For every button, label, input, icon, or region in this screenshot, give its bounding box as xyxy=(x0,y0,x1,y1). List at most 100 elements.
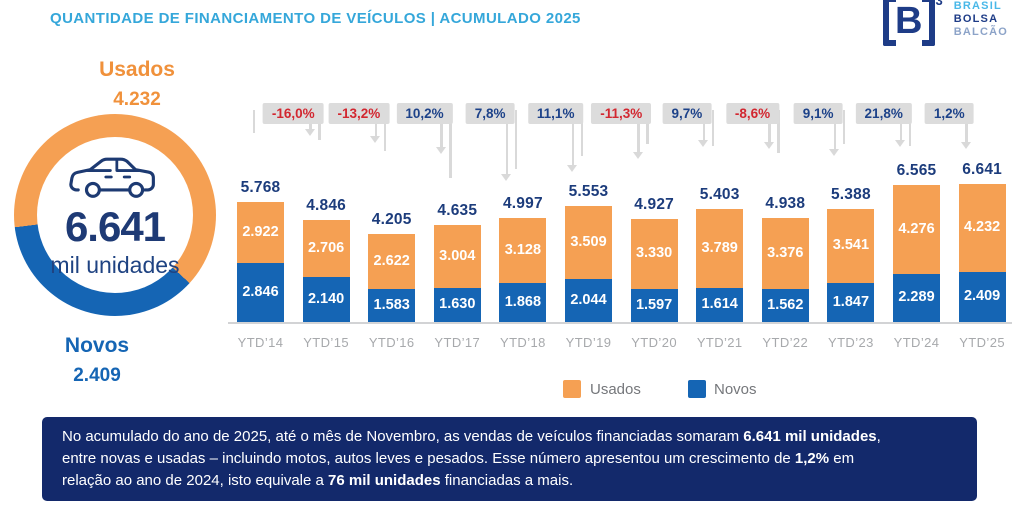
bar-novos-segment xyxy=(630,289,678,322)
legend-swatch-novos xyxy=(688,380,706,398)
bar-usados-segment xyxy=(893,185,940,274)
connector-arrow-line xyxy=(768,110,771,142)
bar-usados-segment xyxy=(302,220,350,277)
connector-arrowhead-icon xyxy=(895,140,905,147)
bar-usados-value: 3.128 xyxy=(504,241,542,258)
summary-highlight: 6.641 mil unidades xyxy=(743,428,877,445)
logo-line-balcao: BALCÃO xyxy=(953,26,1008,38)
bar-total-label: 4.205 xyxy=(371,211,412,228)
bar-novos-value: 2.289 xyxy=(898,289,935,305)
pct-change-box: 9,1% xyxy=(793,103,843,124)
donut-chart: 6.641 mil unidades xyxy=(14,114,216,316)
bar-novos-value: 1.630 xyxy=(439,296,476,312)
logo-superscript: 3 xyxy=(935,0,943,8)
bar-usados-value: 3.789 xyxy=(701,239,738,256)
pct-change-box: 1,2% xyxy=(924,103,974,124)
logo-line-bolsa: BOLSA xyxy=(953,13,999,25)
bar-total-label: 6.641 xyxy=(962,161,1002,178)
donut-usados-callout: Usados 4.232 xyxy=(72,58,202,111)
summary-text: No acumulado do ano de 2025, até o mês d… xyxy=(62,426,881,492)
summary-banner: No acumulado do ano de 2025, até o mês d… xyxy=(42,417,977,501)
bar-usados-segment xyxy=(958,184,1006,272)
bar-novos-value: 2.846 xyxy=(242,283,279,300)
connector-arrowhead-icon xyxy=(567,165,577,172)
bar-usados-value: 3.541 xyxy=(832,237,870,253)
bar-usados-segment xyxy=(761,218,809,289)
bar-novos-value: 1.597 xyxy=(635,296,673,313)
bar-novos-segment xyxy=(827,283,875,322)
summary-segment: em relação ao ano de 2024, isto equivale… xyxy=(62,450,855,489)
bar-usados-segment xyxy=(696,209,744,288)
donut-total-caption: mil unidades xyxy=(50,251,180,278)
bar-novos-value: 1.562 xyxy=(767,296,804,313)
bar-usados-value: 3.376 xyxy=(767,244,804,261)
connector-tail xyxy=(383,110,387,151)
connector-tail xyxy=(252,110,255,133)
bar-novos-value: 2.044 xyxy=(570,291,607,308)
pct-change-box: 11,1% xyxy=(527,103,584,124)
logo-wordmark: BRASIL BOLSA BALCÃO xyxy=(954,0,1008,39)
bar-total-label: 5.553 xyxy=(568,183,609,200)
logo-bracket-right-icon xyxy=(921,0,935,46)
x-axis-label: YTD’20 xyxy=(631,335,677,350)
logo-bracket-left-icon xyxy=(883,0,897,46)
summary-highlight: 76 mil unidades xyxy=(328,472,441,489)
bar-total-label: 4.997 xyxy=(502,195,543,212)
connector-arrow-line xyxy=(965,110,968,142)
bar-total-label: 5.768 xyxy=(240,179,281,196)
connector-arrow-line xyxy=(571,110,574,165)
bar-novos-segment xyxy=(958,272,1006,322)
pct-change-box: 21,8% xyxy=(855,103,912,124)
bar-usados-segment xyxy=(433,225,481,288)
car-icon xyxy=(69,157,155,198)
summary-segment: entre novas e usadas – incluindo motos, … xyxy=(62,450,795,467)
bar-usados-value: 2.622 xyxy=(373,252,410,269)
connector-arrowhead-icon xyxy=(435,147,446,154)
connector-tail xyxy=(514,110,518,169)
bar-novos-segment xyxy=(433,288,481,322)
connector-arrowhead-icon xyxy=(763,142,774,149)
bar-total-label: 6.565 xyxy=(896,162,937,179)
bar-novos-segment xyxy=(302,277,350,322)
pct-change-box: 10,2% xyxy=(396,103,453,124)
bar-novos-value: 2.409 xyxy=(963,288,1001,304)
x-axis-label: YTD’18 xyxy=(500,335,546,350)
pct-change-box: 9,7% xyxy=(662,103,712,124)
donut-novos-callout: Novos 2.409 xyxy=(32,334,162,387)
bar-novos-value: 2.140 xyxy=(307,290,345,307)
connector-tail xyxy=(318,110,321,140)
connector-arrowhead-icon xyxy=(370,136,381,143)
pct-change-box: -8,6% xyxy=(725,103,780,124)
logo-line-brasil: BRASIL xyxy=(953,0,1002,12)
connector-arrow-line xyxy=(702,110,706,140)
connector-tail xyxy=(842,110,846,144)
page-title: QUANTIDADE DE FINANCIAMENTO DE VEÍCULOS … xyxy=(50,10,581,27)
connector-arrow-line xyxy=(833,110,837,149)
bar-usados-value: 2.922 xyxy=(242,223,279,240)
x-axis-label: YTD’14 xyxy=(237,335,284,350)
connector-tail xyxy=(646,110,649,144)
bar-novos-segment xyxy=(499,283,547,322)
bar-usados-segment xyxy=(827,209,875,283)
donut-center: 6.641 mil unidades xyxy=(14,114,216,316)
bar-novos-value: 1.614 xyxy=(701,296,738,312)
connector-arrow-line xyxy=(505,110,509,174)
bar-usados-value: 2.706 xyxy=(307,239,345,256)
legend-label-novos: Novos xyxy=(714,381,757,398)
pct-change-box: -11,3% xyxy=(591,103,652,124)
bar-novos-segment xyxy=(368,289,416,322)
bar-usados-value: 3.509 xyxy=(570,233,607,250)
b3-logo: B 3 BRASIL BOLSA BALCÃO xyxy=(883,0,1008,46)
bar-novos-segment xyxy=(893,274,940,322)
bar-usados-segment xyxy=(237,202,284,263)
donut-usados-value: 4.232 xyxy=(113,89,161,110)
x-axis-label: YTD’24 xyxy=(893,335,940,350)
pct-change-box: 7,8% xyxy=(465,103,515,124)
bar-usados-value: 3.330 xyxy=(635,245,673,261)
connector-arrow-line xyxy=(899,110,902,140)
donut-novos-value: 2.409 xyxy=(73,365,121,386)
pct-change-box: -13,2% xyxy=(328,103,390,124)
bar-usados-segment xyxy=(368,234,416,289)
x-axis-label: YTD’15 xyxy=(303,335,349,350)
